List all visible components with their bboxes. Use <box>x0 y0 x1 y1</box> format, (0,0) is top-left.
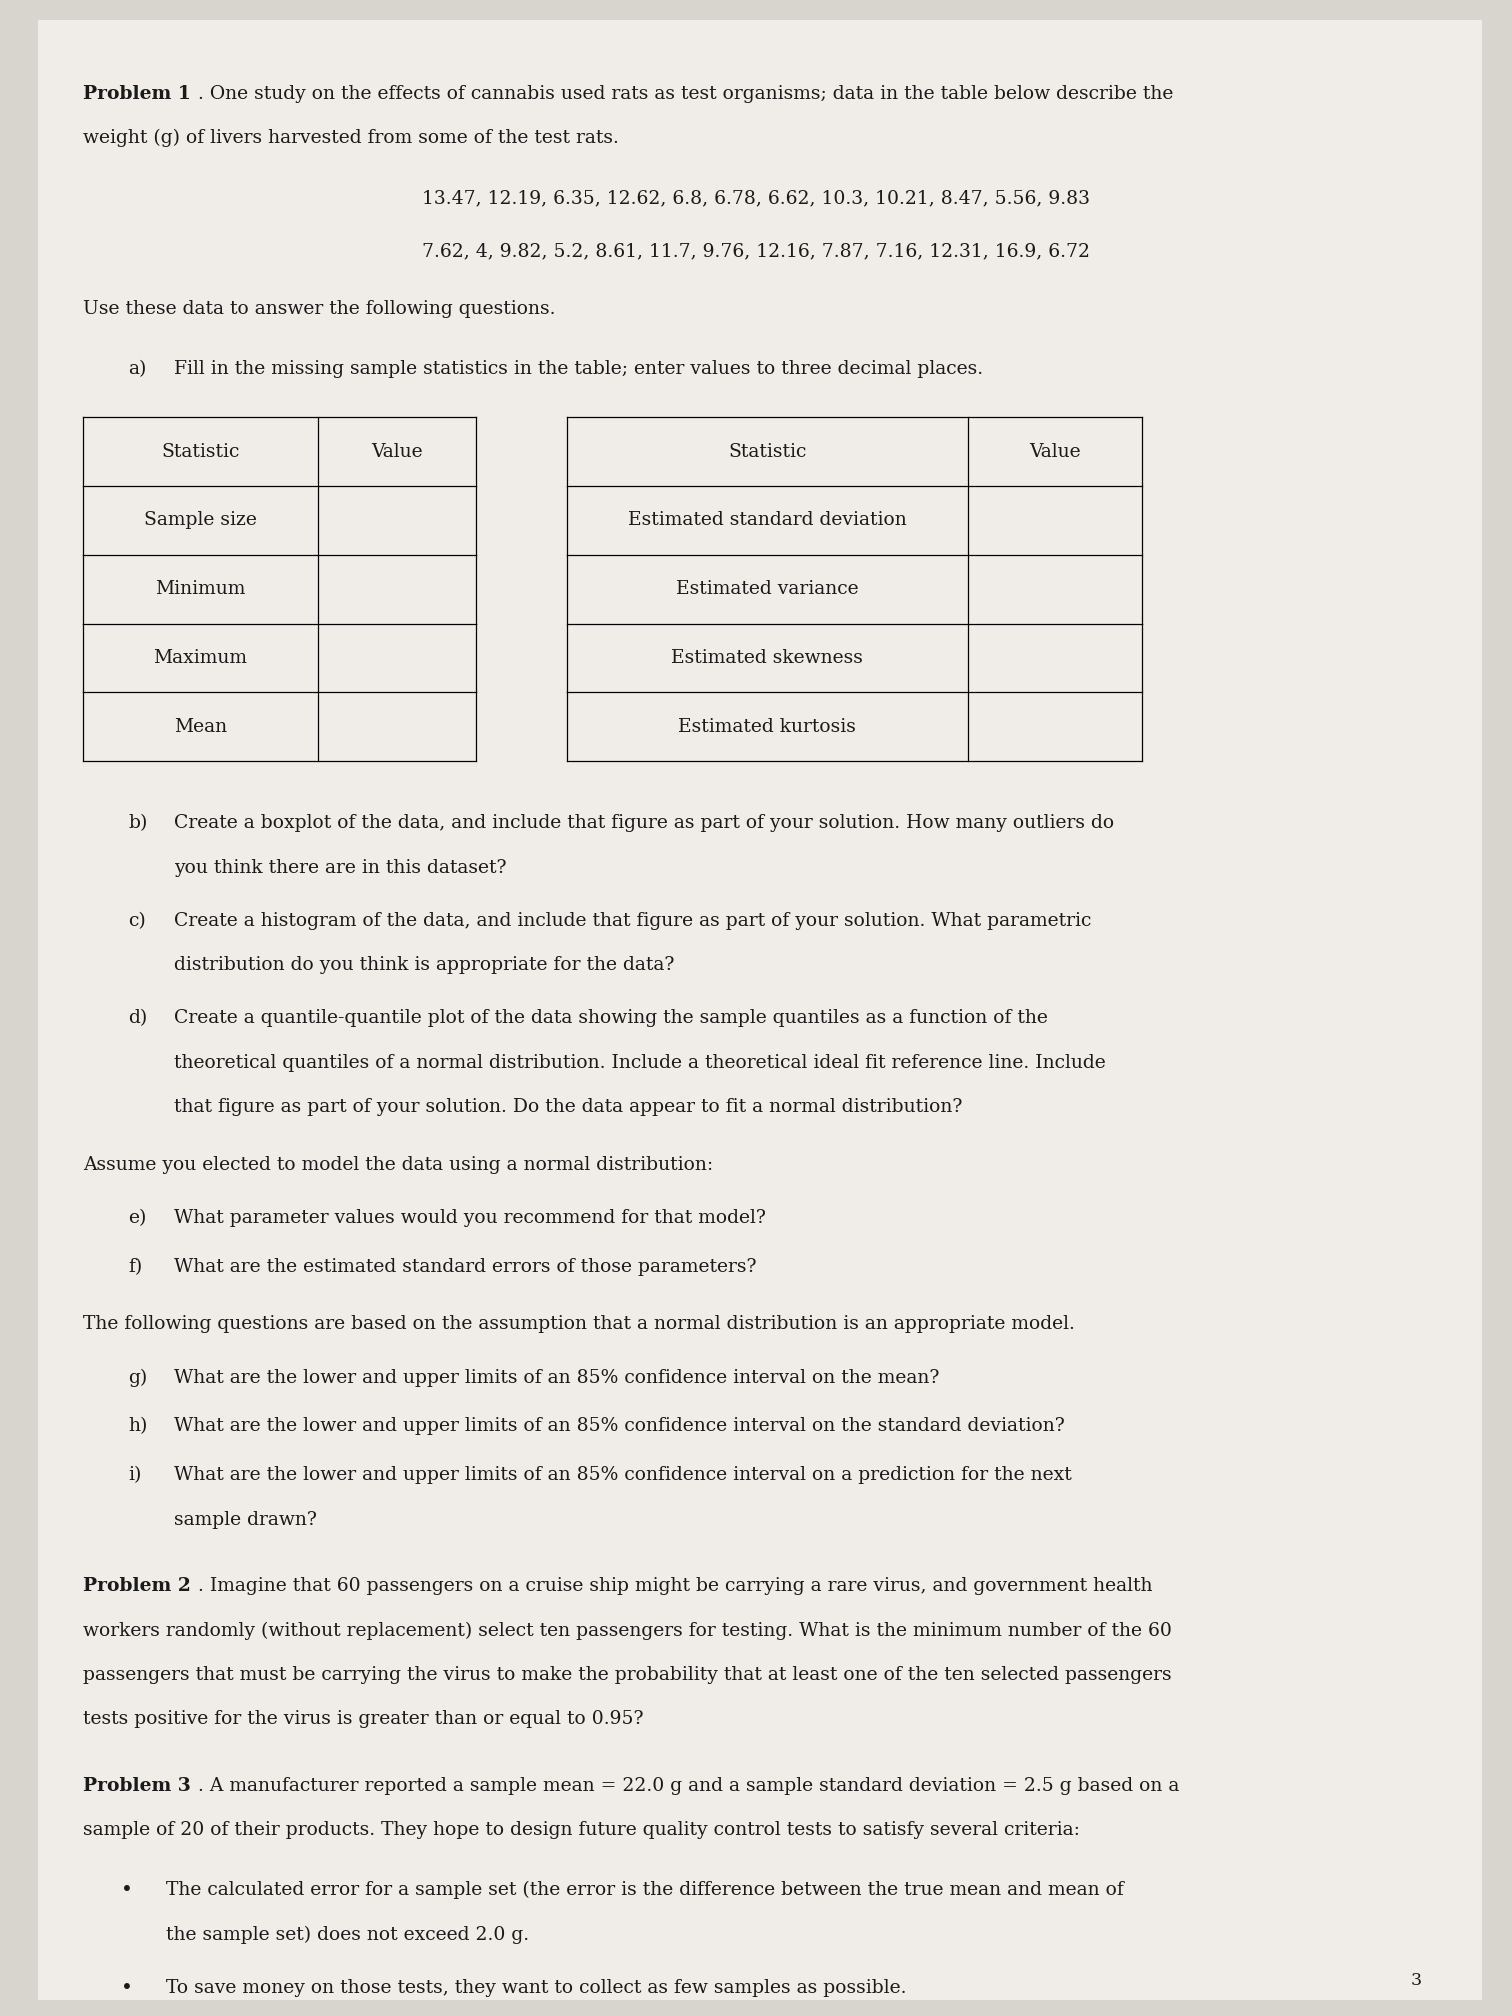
Text: •: • <box>121 1881 133 1899</box>
Text: Value: Value <box>1028 444 1081 462</box>
Text: that figure as part of your solution. Do the data appear to fit a normal distrib: that figure as part of your solution. Do… <box>174 1099 962 1117</box>
Text: sample of 20 of their products. They hope to design future quality control tests: sample of 20 of their products. They hop… <box>83 1820 1080 1839</box>
Text: distribution do you think is appropriate for the data?: distribution do you think is appropriate… <box>174 956 674 974</box>
Text: What are the lower and upper limits of an 85% confidence interval on a predictio: What are the lower and upper limits of a… <box>174 1466 1072 1484</box>
Text: What are the lower and upper limits of an 85% confidence interval on the mean?: What are the lower and upper limits of a… <box>174 1369 939 1387</box>
Text: tests positive for the virus is greater than or equal to 0.95?: tests positive for the virus is greater … <box>83 1710 644 1728</box>
Text: passengers that must be carrying the virus to make the probability that at least: passengers that must be carrying the vir… <box>83 1665 1172 1683</box>
Text: The calculated error for a sample set (the error is the difference between the t: The calculated error for a sample set (t… <box>166 1881 1123 1899</box>
Text: weight (g) of livers harvested from some of the test rats.: weight (g) of livers harvested from some… <box>83 129 618 147</box>
Text: Create a boxplot of the data, and include that figure as part of your solution. : Create a boxplot of the data, and includ… <box>174 814 1114 833</box>
Text: Statistic: Statistic <box>162 444 239 462</box>
Text: What are the estimated standard errors of those parameters?: What are the estimated standard errors o… <box>174 1258 756 1276</box>
Text: Assume you elected to model the data using a normal distribution:: Assume you elected to model the data usi… <box>83 1155 714 1173</box>
Text: b): b) <box>129 814 148 833</box>
Text: 3: 3 <box>1411 1972 1421 1988</box>
Text: 13.47, 12.19, 6.35, 12.62, 6.8, 6.78, 6.62, 10.3, 10.21, 8.47, 5.56, 9.83: 13.47, 12.19, 6.35, 12.62, 6.8, 6.78, 6.… <box>422 190 1090 208</box>
Text: Use these data to answer the following questions.: Use these data to answer the following q… <box>83 300 555 319</box>
Text: To save money on those tests, they want to collect as few samples as possible.: To save money on those tests, they want … <box>166 1978 907 1996</box>
Text: Create a quantile-quantile plot of the data showing the sample quantiles as a fu: Create a quantile-quantile plot of the d… <box>174 1010 1048 1028</box>
Text: i): i) <box>129 1466 142 1484</box>
Text: the sample set) does not exceed 2.0 g.: the sample set) does not exceed 2.0 g. <box>166 1925 529 1943</box>
Text: Estimated skewness: Estimated skewness <box>671 649 863 667</box>
Text: Estimated variance: Estimated variance <box>676 581 859 599</box>
Text: f): f) <box>129 1258 142 1276</box>
Text: What are the lower and upper limits of an 85% confidence interval on the standar: What are the lower and upper limits of a… <box>174 1417 1064 1435</box>
Text: e): e) <box>129 1210 147 1228</box>
Text: Problem 2: Problem 2 <box>83 1577 191 1595</box>
Text: you think there are in this dataset?: you think there are in this dataset? <box>174 859 507 877</box>
Text: Problem 3: Problem 3 <box>83 1776 191 1794</box>
Text: Maximum: Maximum <box>153 649 248 667</box>
FancyBboxPatch shape <box>38 20 1482 2000</box>
Text: Value: Value <box>370 444 423 462</box>
Text: . Imagine that 60 passengers on a cruise ship might be carrying a rare virus, an: . Imagine that 60 passengers on a cruise… <box>198 1577 1152 1595</box>
Text: . A manufacturer reported a sample mean = 22.0 g and a sample standard deviation: . A manufacturer reported a sample mean … <box>198 1776 1179 1794</box>
Text: Estimated kurtosis: Estimated kurtosis <box>679 718 856 736</box>
Text: h): h) <box>129 1417 148 1435</box>
Text: Estimated standard deviation: Estimated standard deviation <box>627 512 907 530</box>
Text: sample drawn?: sample drawn? <box>174 1510 316 1528</box>
Text: Sample size: Sample size <box>144 512 257 530</box>
Text: What parameter values would you recommend for that model?: What parameter values would you recommen… <box>174 1210 765 1228</box>
Text: Fill in the missing sample statistics in the table; enter values to three decima: Fill in the missing sample statistics in… <box>174 359 983 377</box>
Text: . One study on the effects of cannabis used rats as test organisms; data in the : . One study on the effects of cannabis u… <box>198 85 1173 103</box>
Text: The following questions are based on the assumption that a normal distribution i: The following questions are based on the… <box>83 1314 1075 1333</box>
Text: •: • <box>121 1978 133 1998</box>
Text: d): d) <box>129 1010 148 1028</box>
Text: workers randomly (without replacement) select ten passengers for testing. What i: workers randomly (without replacement) s… <box>83 1621 1172 1639</box>
Text: a): a) <box>129 359 147 377</box>
Text: Mean: Mean <box>174 718 227 736</box>
Text: g): g) <box>129 1369 148 1387</box>
Text: c): c) <box>129 911 147 929</box>
Text: Create a histogram of the data, and include that figure as part of your solution: Create a histogram of the data, and incl… <box>174 911 1092 929</box>
Text: Statistic: Statistic <box>729 444 806 462</box>
Text: 7.62, 4, 9.82, 5.2, 8.61, 11.7, 9.76, 12.16, 7.87, 7.16, 12.31, 16.9, 6.72: 7.62, 4, 9.82, 5.2, 8.61, 11.7, 9.76, 12… <box>422 242 1090 260</box>
Text: Minimum: Minimum <box>156 581 245 599</box>
Text: Problem 1: Problem 1 <box>83 85 191 103</box>
Text: theoretical quantiles of a normal distribution. Include a theoretical ideal fit : theoretical quantiles of a normal distri… <box>174 1054 1105 1073</box>
